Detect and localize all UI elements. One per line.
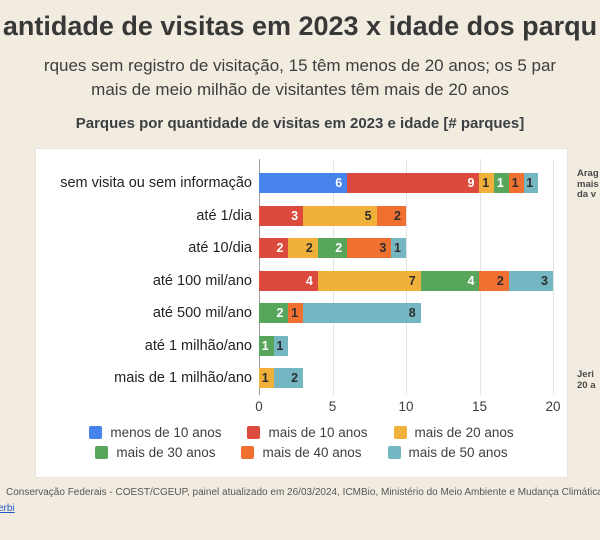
- page-subtitle: rques sem registro de visitação, 15 têm …: [0, 54, 600, 102]
- bar-segment: 4: [259, 270, 318, 291]
- category-label: até 100 mil/ano: [152, 272, 252, 289]
- x-tick-label: 10: [398, 399, 414, 414]
- footer: Conservação Federais - COEST/CGEUP, pain…: [0, 487, 600, 516]
- bar-row: até 100 mil/ano 4 7 4 2 3: [36, 265, 567, 298]
- page-title: antidade de visitas em 2023 x idade dos …: [2, 11, 598, 41]
- bar-segment: 3: [508, 270, 553, 291]
- bar-segment: 1: [288, 303, 304, 324]
- bar-segment: 8: [303, 303, 421, 324]
- bar-row: até 10/dia 2 2 2 3 1: [36, 232, 567, 265]
- legend-label: mais de 20 anos: [414, 425, 514, 440]
- bar-segment: 1: [494, 173, 509, 194]
- legend-label: mais de 30 anos: [116, 445, 216, 460]
- annotation-right-top: Arag mais da v: [577, 169, 599, 200]
- legend-label: menos de 10 anos: [110, 425, 222, 440]
- category-label: até 1 milhão/ano: [144, 337, 252, 354]
- legend-label: mais de 10 anos: [268, 425, 368, 440]
- legend-swatch-icon: [393, 426, 407, 439]
- legend-label: mais de 50 anos: [408, 445, 508, 460]
- bar-segment: 3: [259, 205, 304, 226]
- bar-segment: 1: [259, 368, 274, 389]
- legend-row: menos de 10 anos mais de 10 anos mais de 2…: [89, 425, 514, 440]
- bar-segment: 2: [259, 238, 289, 259]
- bar-segment: 1: [391, 238, 406, 259]
- bar-row: mais de 1 milhão/ano 1 2: [36, 362, 567, 395]
- bar-segment: 1: [273, 335, 289, 356]
- bar-segment: 5: [303, 205, 377, 226]
- bar-segment: 1: [479, 173, 495, 194]
- bar-segment: 2: [288, 238, 318, 259]
- bar-segment: 2: [479, 270, 509, 291]
- bar-segment: 2: [259, 303, 289, 324]
- legend-swatch-icon: [241, 446, 255, 459]
- chart-card: sem visita ou sem informação 6 9 1 1 1 1 até 1/…: [35, 148, 568, 478]
- bar-segment: 9: [347, 173, 480, 194]
- bar-segment: 6: [259, 173, 348, 194]
- bar-segment: 2: [273, 368, 304, 389]
- category-label: mais de 1 milhão/ano: [114, 370, 252, 387]
- x-axis-ticks: 0 5 10 15 20: [36, 399, 567, 415]
- legend-label: mais de 40 anos: [262, 445, 362, 460]
- x-tick-label: 15: [471, 399, 488, 414]
- chart-title: Parques por quantidade de visitas em 202…: [75, 115, 525, 132]
- bar-segment: 1: [259, 335, 274, 356]
- bar-row: até 1/dia 3 5 2: [36, 200, 567, 233]
- bar-row: sem visita ou sem informação 6 9 1 1 1 1: [36, 167, 567, 200]
- legend-swatch-icon: [95, 446, 109, 459]
- bar-segment: 1: [508, 173, 524, 194]
- legend-item: mais de 50 anos: [387, 445, 508, 460]
- subtitle-line-1: rques sem registro de visitação, 15 têm …: [43, 56, 557, 75]
- footer-link[interactable]: erbi: [0, 503, 15, 514]
- subtitle-line-2: mais de meio milhão de visitantes têm ma…: [91, 80, 509, 99]
- legend-item: mais de 40 anos: [241, 445, 362, 460]
- bar-rows: sem visita ou sem informação 6 9 1 1 1 1 até 1/…: [36, 167, 567, 395]
- bar-row: até 1 milhão/ano 1 1: [36, 330, 567, 363]
- legend-row: mais de 30 anos mais de 40 anos mais de 50…: [95, 445, 508, 460]
- legend-item: mais de 30 anos: [95, 445, 215, 460]
- category-label: até 500 mil/ano: [152, 305, 252, 322]
- bar-segment: 3: [347, 238, 392, 259]
- legend-item: mais de 10 anos: [247, 425, 368, 440]
- bar-segment: 1: [523, 173, 539, 194]
- bar-segment: 2: [317, 238, 348, 259]
- bar-row: até 500 mil/ano 2 1 8: [36, 297, 567, 330]
- footer-source-text: Conservação Federais - COEST/CGEUP, pain…: [6, 487, 600, 498]
- x-tick-label: 0: [255, 399, 263, 414]
- legend-item: mais de 20 anos: [393, 425, 514, 440]
- x-tick-label: 20: [545, 399, 561, 414]
- category-label: sem visita ou sem informação: [60, 175, 252, 192]
- legend-swatch-icon: [387, 446, 401, 459]
- category-label: até 10/dia: [188, 240, 252, 257]
- x-tick-label: 5: [328, 399, 337, 414]
- bar-segment: 4: [420, 270, 480, 291]
- gridline: [553, 159, 554, 395]
- category-label: até 1/dia: [196, 207, 252, 224]
- legend: menos de 10 anos mais de 10 anos mais de 2…: [36, 425, 567, 460]
- legend-swatch-icon: [89, 426, 103, 439]
- legend-swatch-icon: [247, 426, 261, 439]
- bar-segment: 2: [376, 205, 406, 226]
- legend-item: menos de 10 anos: [89, 425, 221, 440]
- bar-segment: 7: [317, 270, 421, 291]
- annotation-right-bottom: Jeri 20 a: [577, 370, 596, 391]
